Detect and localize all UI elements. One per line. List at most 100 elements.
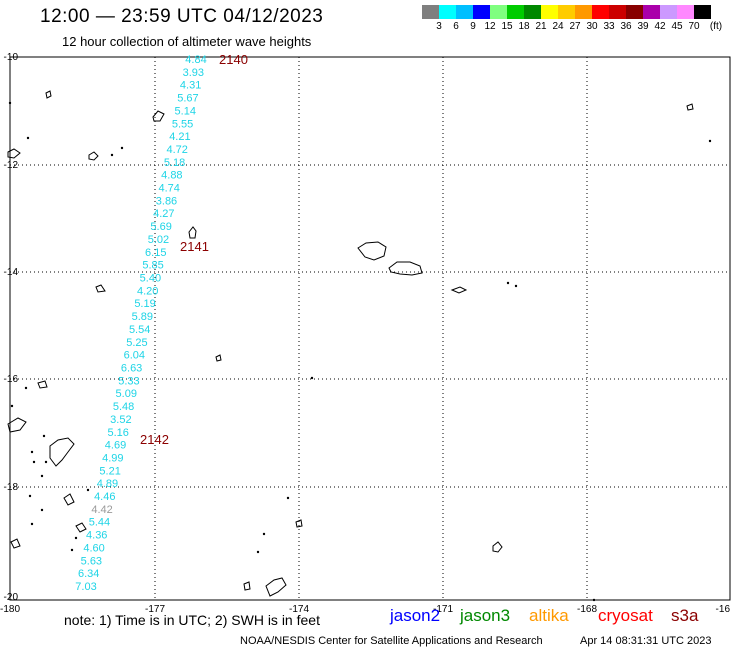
swh-value: 4.20 bbox=[137, 285, 158, 297]
islet bbox=[592, 598, 596, 602]
islet bbox=[256, 550, 260, 554]
swh-value: 5.67 bbox=[177, 93, 198, 105]
color-scale-swatch bbox=[558, 5, 575, 19]
color-scale-swatch bbox=[694, 5, 711, 19]
swh-value: 5.16 bbox=[107, 427, 128, 439]
color-scale-label: 30 bbox=[586, 21, 598, 32]
swh-value: 6.15 bbox=[145, 247, 166, 259]
color-scale-swatch bbox=[439, 5, 456, 19]
swh-value: 5.54 bbox=[129, 324, 150, 336]
islet bbox=[708, 139, 712, 143]
swh-value: 5.21 bbox=[99, 465, 120, 477]
color-scale-label: 39 bbox=[637, 21, 649, 32]
color-scale-label: 33 bbox=[603, 21, 615, 32]
swh-value: 7.03 bbox=[75, 581, 96, 593]
islet bbox=[8, 101, 12, 105]
legend-altika: altika bbox=[529, 606, 569, 625]
color-scale-label: 70 bbox=[688, 21, 700, 32]
island bbox=[188, 226, 197, 239]
swh-value: 5.18 bbox=[164, 157, 185, 169]
islet bbox=[28, 494, 32, 498]
swh-value: 4.36 bbox=[86, 530, 107, 542]
swh-value: 6.04 bbox=[124, 350, 145, 362]
y-tick-label: -14 bbox=[4, 267, 19, 278]
island bbox=[95, 284, 106, 293]
track-time-label: 2140 bbox=[219, 52, 248, 67]
swh-value: 5.55 bbox=[172, 118, 193, 130]
color-scale-unit: (ft) bbox=[709, 21, 723, 32]
timestamp-text: Apr 14 08:31:31 UTC 2023 bbox=[580, 635, 712, 647]
color-scale-swatch bbox=[507, 5, 524, 19]
island bbox=[388, 261, 423, 276]
islet bbox=[32, 460, 36, 464]
color-scale-label: 9 bbox=[470, 21, 476, 32]
track-time-label: 2141 bbox=[180, 239, 209, 254]
island bbox=[152, 110, 165, 122]
island bbox=[10, 538, 21, 549]
color-scale-label: 12 bbox=[484, 21, 496, 32]
map-gridlines bbox=[10, 57, 730, 600]
legend-s3a: s3a bbox=[671, 606, 699, 625]
color-scale-swatch bbox=[643, 5, 660, 19]
x-tick-label: -171 bbox=[433, 604, 453, 615]
islet bbox=[74, 536, 78, 540]
color-scale-swatch bbox=[524, 5, 541, 19]
color-scale-label: 27 bbox=[569, 21, 581, 32]
island-dots bbox=[8, 101, 712, 602]
swh-value: 4.69 bbox=[105, 440, 126, 452]
swh-value: 6.34 bbox=[78, 568, 99, 580]
islet bbox=[286, 496, 290, 500]
color-scale-swatch bbox=[456, 5, 473, 19]
swh-value: 3.52 bbox=[110, 414, 131, 426]
track-time-labels: 2140 2141 2142 bbox=[140, 52, 248, 447]
island bbox=[450, 286, 468, 294]
swh-value: 4.21 bbox=[169, 131, 190, 143]
swh-value: 5.89 bbox=[132, 311, 153, 323]
island bbox=[63, 493, 75, 506]
swh-value: 4.42 bbox=[91, 504, 112, 516]
islet bbox=[26, 136, 30, 140]
color-scale-label: 6 bbox=[453, 21, 459, 32]
swh-value: 5.14 bbox=[175, 105, 196, 117]
color-scale-swatch bbox=[575, 5, 592, 19]
islet bbox=[10, 404, 14, 408]
color-scale-swatch bbox=[422, 5, 439, 19]
color-scale-swatch bbox=[677, 5, 694, 19]
islet bbox=[40, 474, 44, 478]
y-tick-label: -12 bbox=[4, 160, 19, 171]
y-tick-label: -20 bbox=[4, 592, 19, 603]
islet bbox=[506, 281, 510, 285]
footnote: note: 1) Time is in UTC; 2) SWH is in fe… bbox=[64, 612, 320, 628]
islet bbox=[44, 460, 48, 464]
islet bbox=[310, 376, 314, 380]
axis-tick-labels: -180 -177 -174 -171 -168 -16 -10 -12 -14 -16 -18 -2… bbox=[0, 52, 730, 615]
island bbox=[49, 437, 75, 467]
islet bbox=[30, 450, 34, 454]
color-scale-label: 24 bbox=[552, 21, 564, 32]
islet bbox=[110, 153, 114, 157]
x-tick-label: -177 bbox=[145, 604, 165, 615]
wave-height-color-scale bbox=[422, 5, 711, 19]
color-scale-label: 15 bbox=[501, 21, 513, 32]
islet bbox=[24, 386, 28, 390]
y-tick-label: -18 bbox=[4, 482, 19, 493]
color-scale-swatch bbox=[473, 5, 490, 19]
island bbox=[88, 151, 99, 161]
color-scale-swatch bbox=[660, 5, 677, 19]
islet bbox=[262, 532, 266, 536]
color-scale-swatch bbox=[541, 5, 558, 19]
swh-value: 5.85 bbox=[142, 260, 163, 272]
swh-value: 4.31 bbox=[180, 80, 201, 92]
swh-value: 4.46 bbox=[94, 491, 115, 503]
islet bbox=[514, 284, 518, 288]
color-scale-label: 18 bbox=[518, 21, 530, 32]
legend-jason3: jason3 bbox=[460, 606, 511, 625]
color-scale-swatch bbox=[490, 5, 507, 19]
color-scale-swatch bbox=[626, 5, 643, 19]
swh-value: 5.09 bbox=[116, 388, 137, 400]
swh-value: 3.86 bbox=[156, 195, 177, 207]
swh-value: 4.60 bbox=[83, 542, 104, 554]
island bbox=[295, 519, 303, 528]
track-time-label: 2142 bbox=[140, 432, 169, 447]
island bbox=[215, 354, 222, 362]
